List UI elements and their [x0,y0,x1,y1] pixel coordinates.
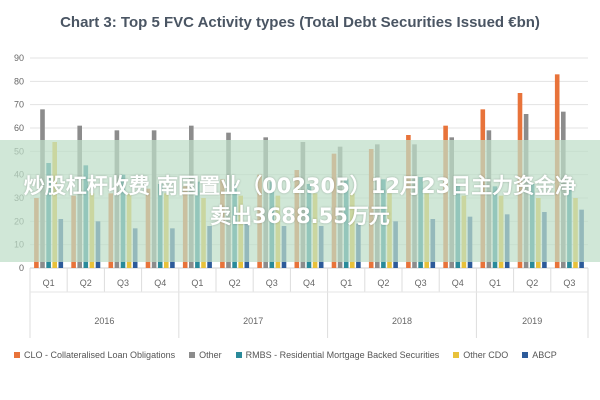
y-tick-label: 0 [19,263,24,273]
y-tick-label: 60 [14,123,24,133]
legend-label-rmbs: RMBS - Residential Mortgage Backed Secur… [245,350,440,360]
legend-item-abcp: ABCP [522,350,557,360]
x-tick-label: Q4 [303,278,315,288]
chart-legend: CLO - Collateralised Loan Obligations Ot… [14,350,594,360]
legend-item-other: Other [189,350,222,360]
x-tick-label: Q3 [563,278,575,288]
x-tick-label: Q1 [43,278,55,288]
x-tick-label: Q1 [340,278,352,288]
y-tick-label: 90 [14,53,24,63]
y-tick-label: 70 [14,100,24,110]
x-tick-label: Q4 [452,278,464,288]
legend-item-clo: CLO - Collateralised Loan Obligations [14,350,175,360]
legend-swatch-abcp [522,352,529,358]
legend-label-other-cdo: Other CDO [463,350,509,360]
x-tick-label: Q2 [377,278,389,288]
legend-label-abcp: ABCP [532,350,557,360]
legend-swatch-other-cdo [453,352,460,358]
year-label: 2018 [392,316,412,326]
legend-swatch-other [189,352,196,358]
x-tick-label: Q3 [117,278,129,288]
year-label: 2019 [522,316,542,326]
year-label: 2017 [243,316,263,326]
headline-banner[interactable]: 炒股杠杆收费 南国置业（002305）12月23日主力资金净卖出3688.55万… [0,140,600,262]
x-tick-label: Q3 [266,278,278,288]
year-label: 2016 [94,316,114,326]
legend-label-other: Other [199,350,222,360]
headline-text[interactable]: 炒股杠杆收费 南国置业（002305）12月23日主力资金净卖出3688.55万… [23,174,577,228]
x-tick-label: Q1 [489,278,501,288]
legend-item-other-cdo: Other CDO [453,350,508,360]
chart-title: Chart 3: Top 5 FVC Activity types (Total… [60,14,540,31]
legend-swatch-clo [14,352,20,358]
y-tick-label: 80 [14,76,24,86]
x-tick-label: Q4 [154,278,166,288]
x-tick-label: Q3 [415,278,427,288]
x-tick-label: Q2 [526,278,538,288]
legend-swatch-rmbs [235,352,242,358]
legend-item-rmbs: RMBS - Residential Mortgage Backed Secur… [235,350,440,360]
x-tick-label: Q2 [229,278,241,288]
x-tick-label: Q2 [80,278,92,288]
legend-label-clo: CLO - Collateralised Loan Obligations [24,350,176,360]
x-tick-label: Q1 [191,278,203,288]
